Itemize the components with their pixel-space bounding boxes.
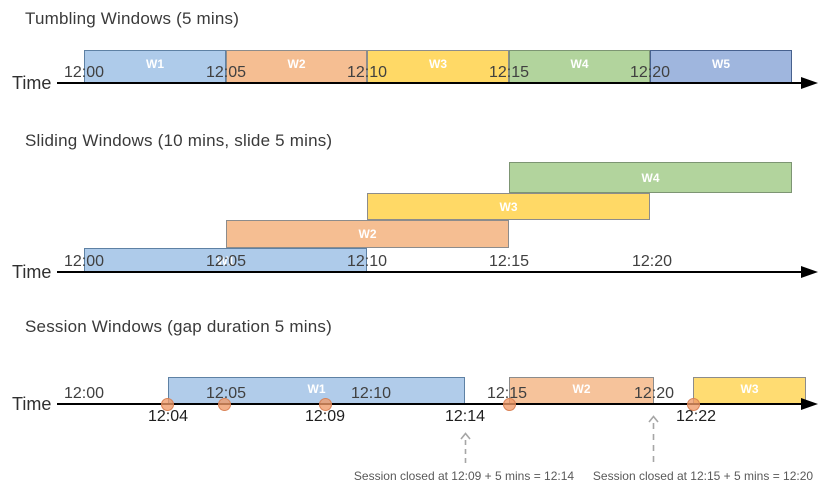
event-dot xyxy=(503,398,516,411)
event-time-label: 12:14 xyxy=(444,408,486,425)
tick-12-10: 12:10 xyxy=(346,64,388,81)
window-label: W3 xyxy=(740,382,759,396)
timeline-arrowhead-icon xyxy=(801,77,818,89)
event-time-label: 12:04 xyxy=(147,408,189,425)
window-label: W1 xyxy=(216,253,235,268)
tick-12-00: 12:00 xyxy=(63,253,105,270)
time-axis-label: Time xyxy=(12,394,52,414)
event-dot xyxy=(319,398,332,411)
session-close-arrow-icon xyxy=(460,432,471,464)
timeline-axis xyxy=(57,271,803,273)
session-window-w2: W2 xyxy=(509,377,654,405)
tumbling-window-w2: W2 xyxy=(226,50,367,84)
tick-12-10: 12:10 xyxy=(346,253,388,270)
window-label: W3 xyxy=(499,199,518,214)
timeline-arrowhead-icon xyxy=(801,266,818,278)
window-label: W5 xyxy=(712,57,730,71)
tick-12-05: 12:05 xyxy=(205,253,247,270)
tick-12-15: 12:15 xyxy=(488,64,530,81)
tick-12-00: 12:00 xyxy=(63,385,105,402)
sliding-window-w4: W4 xyxy=(509,162,792,193)
tumbling-window-w1: W1 xyxy=(84,50,226,84)
event-time-label: 12:09 xyxy=(304,408,346,425)
session-window-w3: W3 xyxy=(693,377,806,405)
event-dot xyxy=(687,398,700,411)
sliding-window-w2: W2 xyxy=(226,220,509,248)
tick-12-05: 12:05 xyxy=(205,64,247,81)
timeline-arrowhead-icon xyxy=(801,398,818,410)
tumbling-window-w5: W5 xyxy=(650,50,792,84)
window-label: W1 xyxy=(146,57,164,71)
session-section-title: Session Windows (gap duration 5 mins) xyxy=(25,317,332,336)
window-label: W2 xyxy=(358,227,377,241)
window-label: W2 xyxy=(572,382,591,396)
tick-12-15: 12:15 xyxy=(486,385,528,402)
window-label: W2 xyxy=(287,57,306,71)
tumbling-window-w3: W3 xyxy=(367,50,509,84)
time-axis-label: Time xyxy=(12,262,52,282)
session-close-annotation: Session closed at 12:15 + 5 mins = 12:20 xyxy=(592,469,814,483)
tumbling-window-w4: W4 xyxy=(509,50,650,84)
tick-12-00: 12:00 xyxy=(63,64,105,81)
window-label: W4 xyxy=(570,57,589,71)
event-dot xyxy=(218,398,231,411)
session-close-arrow-icon xyxy=(648,415,659,464)
event-dot xyxy=(161,398,174,411)
timeline-axis xyxy=(57,82,803,84)
tick-12-05: 12:05 xyxy=(205,385,247,402)
window-label: W3 xyxy=(429,57,447,71)
timeline-axis xyxy=(57,403,803,405)
tick-12-20: 12:20 xyxy=(629,64,671,81)
tick-12-10: 12:10 xyxy=(350,385,392,402)
tumbling-section-title: Tumbling Windows (5 mins) xyxy=(25,9,240,28)
sliding-window-w3: W3 xyxy=(367,193,650,220)
session-close-annotation: Session closed at 12:09 + 5 mins = 12:14 xyxy=(353,469,575,483)
window-label: W1 xyxy=(307,382,326,396)
event-time-label: 12:22 xyxy=(675,408,717,425)
sliding-section-title: Sliding Windows (10 mins, slide 5 mins) xyxy=(25,131,333,150)
time-axis-label: Time xyxy=(12,73,52,93)
window-label: W4 xyxy=(641,170,660,185)
tick-12-20: 12:20 xyxy=(633,385,675,402)
tick-12-15: 12:15 xyxy=(488,253,530,270)
sliding-window-w1: W1 xyxy=(84,248,367,273)
tick-12-20: 12:20 xyxy=(631,253,673,270)
